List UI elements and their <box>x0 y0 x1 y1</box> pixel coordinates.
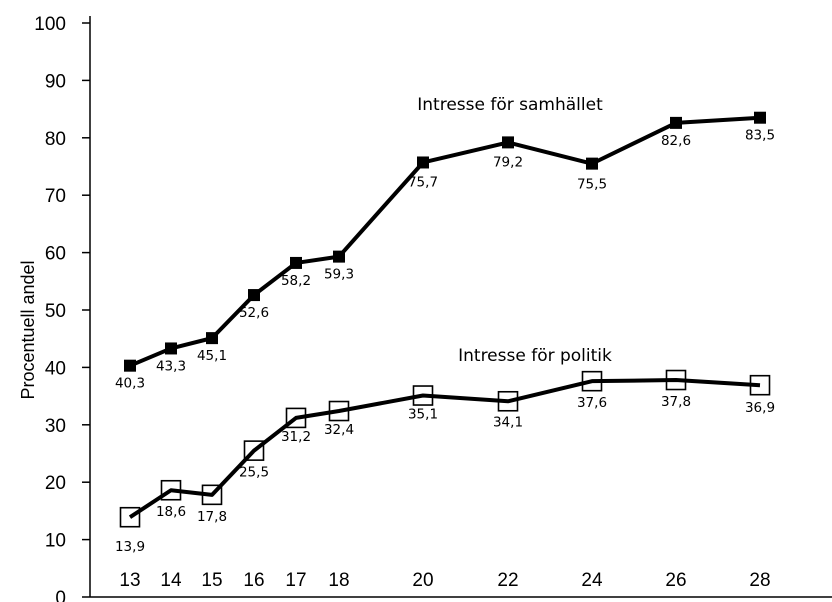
y-tick-label: 50 <box>45 301 66 322</box>
axes <box>89 16 832 598</box>
data-label: 83,5 <box>745 128 775 144</box>
y-tick-label: 30 <box>45 416 66 437</box>
data-point-marker <box>670 116 682 129</box>
data-label: 58,2 <box>281 273 311 289</box>
data-label: 37,6 <box>577 395 607 411</box>
data-point-marker <box>328 400 350 422</box>
data-point-marker <box>665 369 687 391</box>
x-tick-label: 13 <box>119 570 140 591</box>
data-label: 37,8 <box>661 394 691 410</box>
data-point-marker <box>754 111 766 124</box>
y-tick-label: 60 <box>45 244 66 265</box>
data-point-marker <box>243 440 265 461</box>
data-label: 45,1 <box>197 348 227 364</box>
y-axis-ticks: 0 10 20 30 40 50 60 70 80 90 100 <box>34 14 90 602</box>
y-axis-title: Procentuell andel <box>18 260 38 399</box>
data-label: 59,3 <box>324 267 354 283</box>
data-label: 35,1 <box>408 407 438 423</box>
series-line <box>128 378 761 519</box>
data-point-marker <box>160 479 182 501</box>
x-tick-label: 15 <box>201 570 222 591</box>
data-label: 79,2 <box>493 154 523 170</box>
x-tick-label: 17 <box>285 570 306 591</box>
data-point-marker <box>119 506 141 528</box>
series-samhallet: 40,3 43,3 45,1 52,6 58,2 59,3 75,7 79,2 75,5 82,6… <box>115 95 775 392</box>
data-label: 75,7 <box>408 174 438 190</box>
y-tick-label: 80 <box>45 129 66 150</box>
x-tick-label: 20 <box>412 570 433 591</box>
data-label: 34,1 <box>493 414 523 430</box>
y-tick-label: 10 <box>45 531 66 552</box>
y-tick-label: 70 <box>45 186 66 207</box>
x-tick-label: 22 <box>497 570 518 591</box>
series-politik: 13,9 18,6 17,8 25,5 31,2 32,4 35,1 34,1 37,6 37,8… <box>115 346 775 555</box>
data-point-marker <box>581 370 603 392</box>
series-line <box>129 115 761 368</box>
x-axis-ticks: 13 14 15 16 17 18 20 22 24 26 28 <box>119 570 770 591</box>
data-label: 40,3 <box>115 376 145 392</box>
data-point-marker <box>412 385 434 406</box>
data-label: 36,9 <box>745 400 775 416</box>
x-tick-label: 24 <box>581 570 603 591</box>
x-tick-label: 18 <box>328 570 349 591</box>
x-tick-label: 16 <box>243 570 264 591</box>
data-label: 17,8 <box>197 509 227 525</box>
data-point-marker <box>124 359 136 372</box>
data-point-marker <box>165 342 177 355</box>
series-name-label: Intresse för politik <box>458 346 612 366</box>
data-point-marker <box>417 156 429 169</box>
y-tick-label: 40 <box>45 358 66 379</box>
data-label: 31,2 <box>281 429 311 445</box>
series-name-label: Intresse för samhället <box>417 95 603 115</box>
series-layer: 40,3 43,3 45,1 52,6 58,2 59,3 75,7 79,2 75,5 82,6… <box>115 95 775 555</box>
data-label: 13,9 <box>115 539 145 555</box>
data-point-marker <box>333 250 345 263</box>
data-label: 82,6 <box>661 133 691 149</box>
data-point-marker <box>248 289 260 302</box>
data-label: 32,4 <box>324 422 354 438</box>
data-label: 52,6 <box>239 305 269 321</box>
data-label: 75,5 <box>577 177 607 193</box>
data-point-marker <box>586 157 598 170</box>
x-tick-label: 14 <box>160 570 182 591</box>
data-point-marker <box>497 390 519 412</box>
data-point-marker <box>206 332 218 345</box>
data-label: 25,5 <box>239 465 269 481</box>
data-label: 18,6 <box>156 504 186 520</box>
y-tick-label: 0 <box>55 588 66 602</box>
data-label: 43,3 <box>156 358 186 374</box>
data-point-marker <box>285 407 307 429</box>
data-point-marker <box>290 256 302 269</box>
data-point-marker <box>749 374 771 396</box>
y-tick-label: 20 <box>45 473 66 494</box>
data-point-marker <box>201 484 223 506</box>
y-tick-label: 100 <box>34 14 66 35</box>
x-tick-label: 26 <box>665 570 686 591</box>
x-tick-label: 28 <box>749 570 770 591</box>
data-point-marker <box>502 136 514 149</box>
y-tick-label: 90 <box>45 71 66 92</box>
